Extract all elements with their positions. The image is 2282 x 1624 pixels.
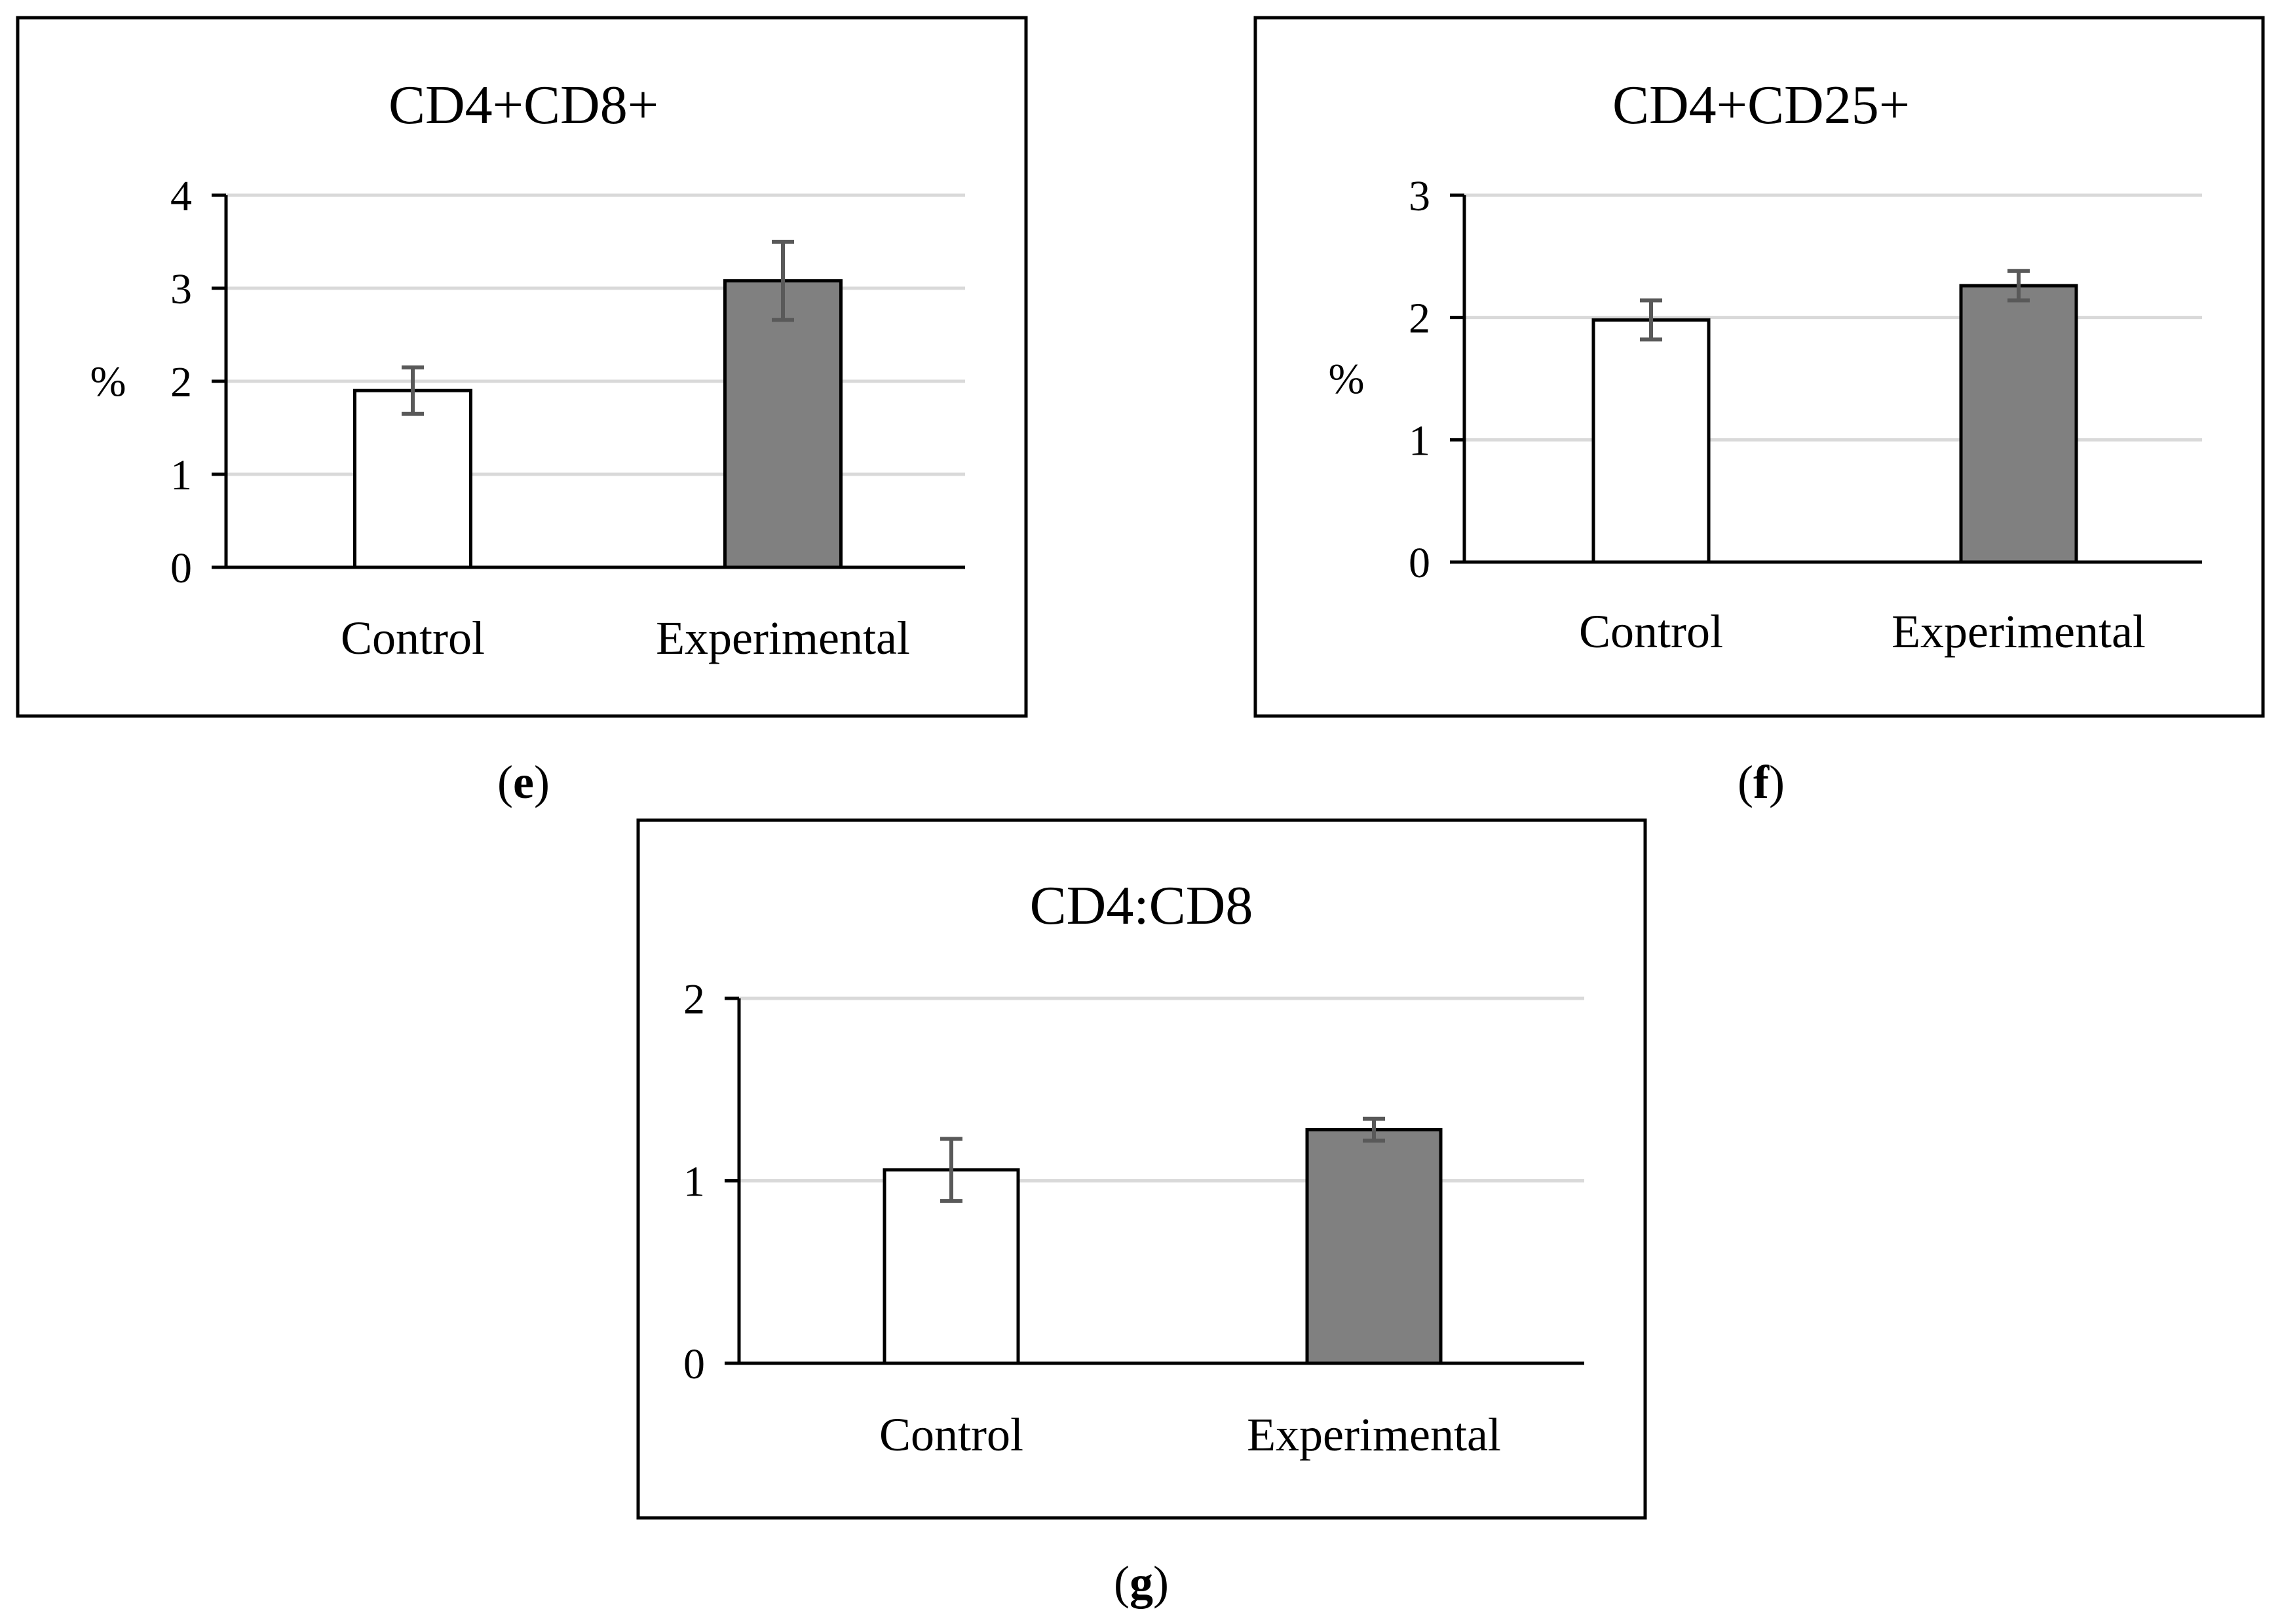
chart-title: CD4:CD8 — [1030, 875, 1253, 936]
chart-panel-f: CD4+CD25+ 0 1 2 3% Control Experimental (f) — [1253, 16, 2265, 808]
chart-frame — [16, 16, 1028, 718]
chart-title: CD4+CD8+ — [389, 75, 658, 136]
x-category-label: Experimental — [1892, 605, 2146, 658]
panel-label: (g) — [1114, 1557, 1169, 1609]
chart-panel-g: CD4:CD8 0 1 2 Control Experimental (g) — [636, 818, 1647, 1609]
x-category-label: Experimental — [656, 612, 910, 664]
chart-panel-e: CD4+CD8+ 0 1 2 3 4% Control Experimental (e) — [16, 16, 1028, 808]
bar-experimental — [1959, 284, 2078, 564]
x-category-label: Control — [341, 612, 485, 664]
chart-frame — [636, 818, 1647, 1520]
chart-frame — [1253, 16, 2265, 718]
y-tick-label: 0 — [1409, 539, 1430, 587]
y-tick-label: 1 — [1409, 417, 1430, 464]
x-category-label: Experimental — [1247, 1408, 1501, 1461]
bar-experimental — [1305, 1128, 1443, 1365]
y-tick-label: 3 — [1409, 172, 1430, 220]
y-axis-label: % — [1329, 355, 1365, 403]
y-tick-label: 0 — [683, 1340, 705, 1388]
y-tick-label: 0 — [170, 544, 192, 592]
y-tick-label: 2 — [1409, 295, 1430, 343]
x-category-label: Control — [879, 1408, 1023, 1461]
y-tick-label: 2 — [170, 358, 192, 406]
chart-title: CD4+CD25+ — [1612, 75, 1910, 136]
bar-experimental — [723, 279, 843, 569]
bar-control — [353, 388, 472, 569]
y-tick-label: 1 — [170, 451, 192, 499]
y-tick-label: 4 — [170, 172, 192, 220]
y-tick-label: 1 — [683, 1158, 705, 1206]
x-category-label: Control — [1579, 605, 1723, 658]
panel-label: (e) — [497, 756, 550, 808]
y-tick-label: 2 — [683, 975, 705, 1023]
y-axis-label: % — [90, 358, 126, 406]
y-tick-label: 3 — [170, 265, 192, 313]
bar-control — [1591, 318, 1711, 564]
panel-label: (f) — [1738, 756, 1785, 808]
